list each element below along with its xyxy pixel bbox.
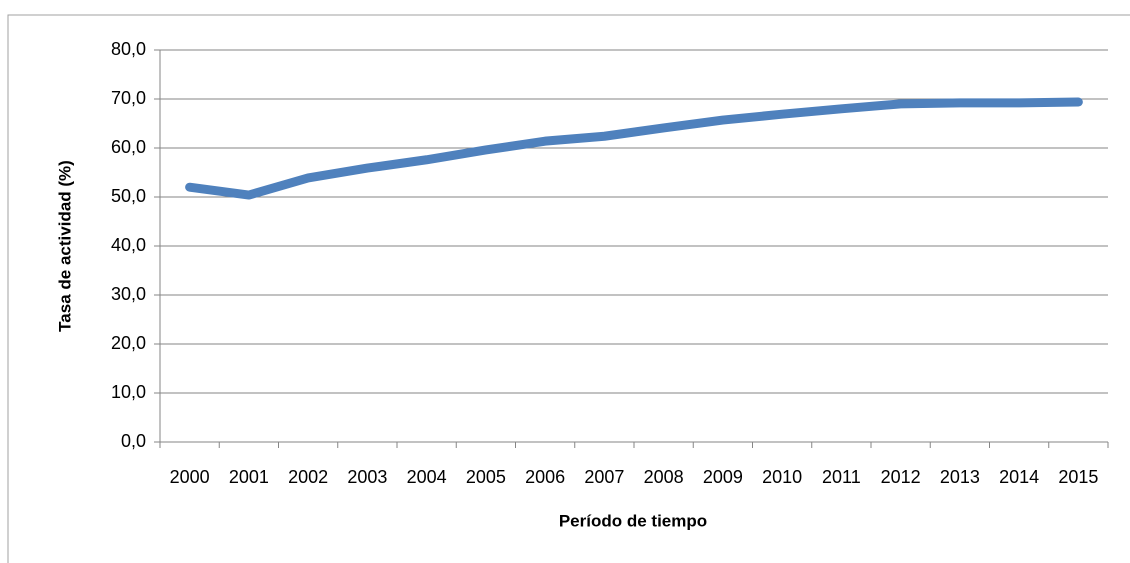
y-tick-label: 70,0	[111, 88, 146, 108]
x-tick-label: 2015	[1058, 467, 1098, 487]
y-tick-label: 20,0	[111, 333, 146, 353]
y-axis-title: Tasa de actividad (%)	[55, 160, 74, 332]
y-tick-label: 40,0	[111, 235, 146, 255]
x-tick-label: 2002	[288, 467, 328, 487]
x-tick-label: 2011	[822, 467, 861, 487]
x-axis-title: Período de tiempo	[559, 511, 707, 530]
x-tick-label: 2008	[644, 467, 684, 487]
x-tick-label: 2012	[881, 467, 921, 487]
x-tick-label: 2006	[525, 467, 565, 487]
x-tick-label: 2004	[407, 467, 447, 487]
chart-frame	[7, 14, 1130, 563]
y-tick-label: 0,0	[121, 431, 146, 451]
x-tick-label: 2001	[229, 467, 269, 487]
x-tick-label: 2013	[940, 467, 980, 487]
y-tick-label: 60,0	[111, 137, 146, 157]
y-tick-label: 10,0	[111, 382, 146, 402]
y-tick-label: 30,0	[111, 284, 146, 304]
x-tick-label: 2009	[703, 467, 743, 487]
y-tick-label: 50,0	[111, 186, 146, 206]
x-tick-label: 2003	[347, 467, 387, 487]
x-tick-label: 2007	[584, 467, 624, 487]
y-tick-label: 80,0	[111, 39, 146, 59]
data-line	[185, 97, 1083, 200]
x-tick-label: 2005	[466, 467, 506, 487]
x-tick-label: 2000	[170, 467, 210, 487]
x-tick-label: 2010	[762, 467, 802, 487]
x-tick-label: 2014	[999, 467, 1039, 487]
